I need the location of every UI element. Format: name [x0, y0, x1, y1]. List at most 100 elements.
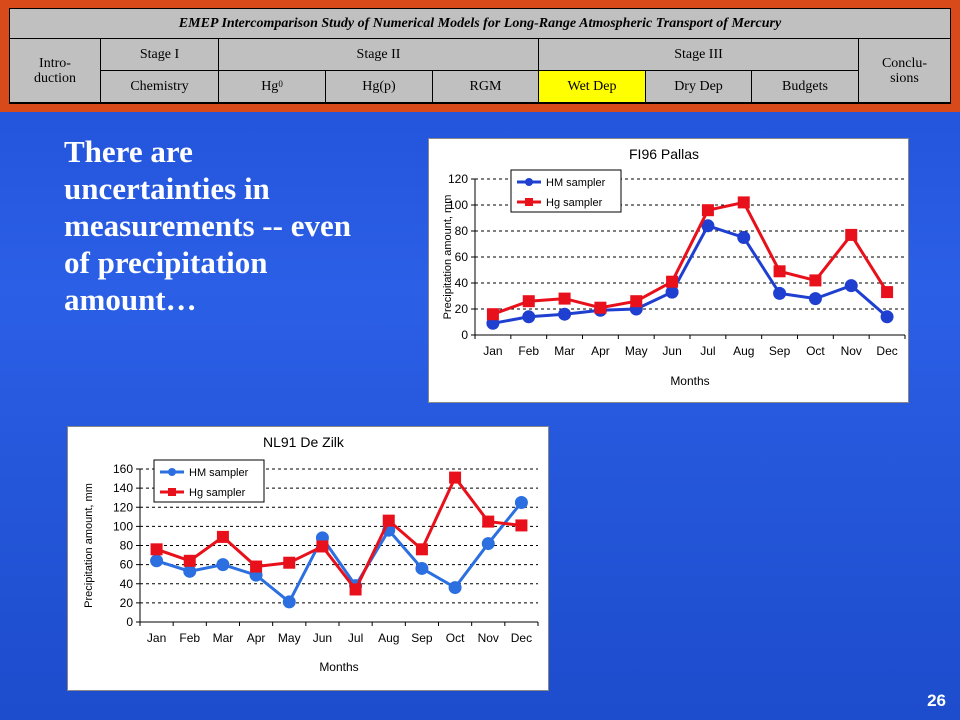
nav-chemistry[interactable]: Chemistry: [101, 71, 219, 103]
dezilk-point-hm: [150, 554, 164, 568]
pallas-point-hg: [809, 274, 822, 287]
pallas-chart-title: FI96 Pallas: [629, 146, 699, 162]
nav-hg0-superscript: 0: [278, 79, 283, 89]
pallas-point-hg: [630, 295, 643, 308]
nav-dry-dep[interactable]: Dry Dep: [646, 71, 752, 103]
pallas-legend-label: Hg sampler: [546, 197, 603, 209]
pallas-point-hg: [486, 308, 499, 321]
nav-stage-3[interactable]: Stage III: [539, 39, 859, 71]
nav-intro[interactable]: Intro- duction: [10, 39, 101, 103]
nav-conclusions[interactable]: Conclu- sions: [859, 39, 950, 103]
dezilk-x-tick-label: Mar: [213, 631, 234, 645]
dezilk-series-line-hm: [156, 501, 523, 605]
dezilk-x-tick-label: Dec: [511, 631, 532, 645]
dezilk-y-tick-label: 40: [120, 577, 134, 591]
nav-hg0[interactable]: Hg 0: [219, 71, 326, 103]
dezilk-y-tick-label: 0: [126, 615, 133, 629]
pallas-y-tick-label: 40: [455, 276, 469, 290]
pallas-point-hm: [844, 279, 858, 293]
pallas-point-hg: [773, 265, 786, 278]
dezilk-x-axis-label: Months: [319, 660, 358, 674]
nav-stage-2[interactable]: Stage II: [219, 39, 539, 71]
pallas-point-hm: [701, 219, 715, 233]
pallas-point-hg: [558, 292, 571, 305]
dezilk-x-tick-label: Jun: [313, 631, 332, 645]
pallas-point-hm: [737, 231, 751, 244]
pallas-legend-marker: [525, 198, 533, 206]
nav-hgp[interactable]: Hg(p): [326, 71, 433, 103]
dezilk-point-hg: [183, 554, 196, 567]
chart-de-zilk-svg: NL91 De Zilk 0 20 40 60 80 100 120 140 160 Jan Feb M…: [83, 434, 539, 674]
dezilk-x-tick-label: Aug: [378, 631, 399, 645]
dezilk-y-tick-label: 100: [113, 519, 133, 533]
dezilk-x-tick-label: Sep: [411, 631, 433, 645]
dezilk-legend-label: Hg sampler: [189, 487, 246, 499]
dezilk-legend-marker: [168, 468, 176, 476]
pallas-point-hm: [665, 285, 679, 299]
pallas-x-tick-label: Apr: [591, 344, 610, 358]
dezilk-y-tick-label: 140: [113, 481, 133, 495]
dezilk-x-tick-label: May: [278, 631, 301, 645]
pallas-point-hg: [737, 196, 750, 209]
dezilk-x-tick-label: Jan: [147, 631, 166, 645]
dezilk-point-hg: [216, 530, 229, 543]
pallas-point-hg: [701, 204, 714, 217]
pallas-x-tick-label: Dec: [876, 344, 897, 358]
dezilk-point-hm: [514, 495, 528, 509]
nav-wet-dep[interactable]: Wet Dep: [539, 71, 646, 103]
dezilk-point-hg: [283, 556, 296, 569]
pallas-point-hg: [522, 295, 535, 308]
dezilk-y-tick-label: 20: [120, 596, 134, 610]
pallas-y-axis-label: Precipitation amount, mm: [442, 195, 454, 320]
pallas-point-hm: [558, 307, 572, 321]
pallas-x-tick-label: Jul: [700, 344, 715, 358]
dezilk-x-tick-label: Oct: [446, 631, 465, 645]
nav-stage-1[interactable]: Stage I: [101, 39, 219, 71]
pallas-point-hm: [880, 310, 894, 324]
chart-de-zilk: NL91 De Zilk 0 20 40 60 80 100 120 140 160 Jan Feb M…: [67, 426, 549, 691]
page-number: 26: [927, 691, 946, 710]
dezilk-x-tick-label: Feb: [179, 631, 200, 645]
dezilk-point-hg: [150, 543, 163, 556]
pallas-x-tick-label: Jan: [483, 344, 502, 358]
pallas-x-tick-label: Oct: [806, 344, 825, 358]
pallas-y-tick-label: 100: [448, 198, 468, 212]
chart-pallas: FI96 Pallas 0 20 40 60 80 100 120 Jan Feb Mar Apr Ma…: [428, 138, 909, 403]
slide-body-text: There are uncertainties in measurements …: [64, 134, 351, 317]
nav-rgm[interactable]: RGM: [433, 71, 539, 103]
nav-hg0-label: Hg: [261, 79, 279, 94]
pallas-x-tick-label: Mar: [554, 344, 575, 358]
dezilk-y-axis-label: Precipitation amount, mm: [83, 483, 95, 608]
nav-budgets[interactable]: Budgets: [752, 71, 859, 103]
dezilk-point-hm: [448, 581, 462, 595]
pallas-point-hm: [773, 286, 787, 300]
pallas-y-tick-label: 0: [461, 328, 468, 342]
pallas-point-hg: [594, 301, 607, 314]
dezilk-point-hg: [415, 543, 428, 556]
pallas-legend-label: HM sampler: [546, 177, 606, 189]
dezilk-y-tick-label: 80: [120, 539, 134, 553]
dezilk-x-tick-label: Nov: [478, 631, 499, 645]
dezilk-point-hg: [482, 515, 495, 528]
dezilk-point-hg: [449, 471, 462, 484]
pallas-legend-marker: [525, 178, 533, 186]
dezilk-point-hm: [481, 537, 495, 551]
pallas-x-tick-label: May: [625, 344, 648, 358]
pallas-x-tick-label: Sep: [769, 344, 791, 358]
dezilk-x-tick-label: Jul: [348, 631, 363, 645]
dezilk-point-hm: [282, 595, 296, 609]
dezilk-point-hm: [216, 558, 230, 572]
pallas-y-tick-label: 20: [455, 302, 469, 316]
navigation-table: EMEP Intercomparison Study of Numerical …: [9, 8, 951, 104]
dezilk-legend-label: HM sampler: [189, 467, 249, 479]
dezilk-y-tick-label: 160: [113, 462, 133, 476]
pallas-y-tick-label: 80: [455, 224, 469, 238]
pallas-series-line-hm: [492, 223, 889, 325]
dezilk-point-hg: [382, 514, 395, 527]
pallas-point-hm: [808, 292, 822, 306]
pallas-point-hg: [881, 286, 894, 299]
pallas-x-tick-label: Jun: [662, 344, 681, 358]
dezilk-point-hg: [515, 519, 528, 532]
dezilk-point-hm: [415, 561, 429, 575]
pallas-point-hm: [522, 310, 536, 324]
